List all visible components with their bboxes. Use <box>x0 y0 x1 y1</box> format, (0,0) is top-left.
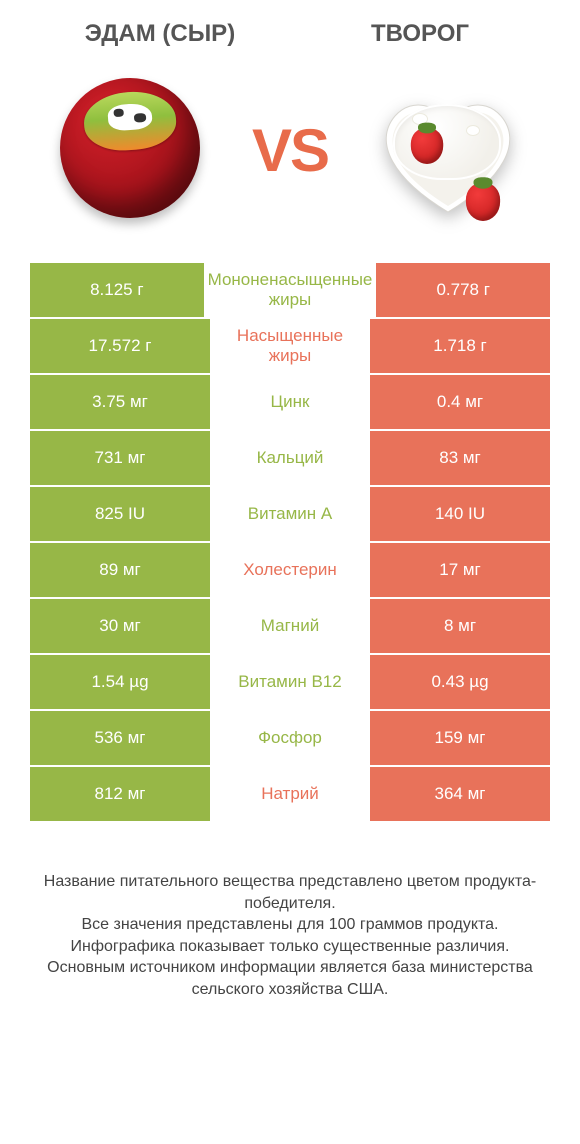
left-value-cell: 30 мг <box>30 599 210 653</box>
left-food-title: ЭДАМ (СЫР) <box>30 20 290 48</box>
nutrient-row: 731 мгКальций83 мг <box>30 431 550 485</box>
left-value-cell: 8.125 г <box>30 263 204 317</box>
right-value-cell: 0.43 µg <box>370 655 550 709</box>
nutrient-label: Кальций <box>210 431 370 485</box>
right-food-title: ТВОРОГ <box>290 20 550 48</box>
right-value-cell: 159 мг <box>370 711 550 765</box>
images-row: VS <box>30 68 550 233</box>
left-value-cell: 812 мг <box>30 767 210 821</box>
nutrient-row: 825 IUВитамин A140 IU <box>30 487 550 541</box>
infographic-container: ЭДАМ (СЫР) ТВОРОГ VS <box>0 0 580 1021</box>
nutrient-row: 17.572 гНасыщенные жиры1.718 г <box>30 319 550 373</box>
right-value-cell: 140 IU <box>370 487 550 541</box>
nutrient-row: 536 мгФосфор159 мг <box>30 711 550 765</box>
nutrient-label: Витамин A <box>210 487 370 541</box>
nutrient-row: 1.54 µgВитамин B120.43 µg <box>30 655 550 709</box>
left-value-cell: 825 IU <box>30 487 210 541</box>
nutrient-row: 89 мгХолестерин17 мг <box>30 543 550 597</box>
nutrient-row: 3.75 мгЦинк0.4 мг <box>30 375 550 429</box>
left-value-cell: 536 мг <box>30 711 210 765</box>
header-row: ЭДАМ (СЫР) ТВОРОГ <box>30 20 550 48</box>
footer-text: Название питательного вещества представл… <box>30 871 550 1001</box>
left-value-cell: 3.75 мг <box>30 375 210 429</box>
right-value-cell: 1.718 г <box>370 319 550 373</box>
left-value-cell: 17.572 г <box>30 319 210 373</box>
nutrient-label: Магний <box>210 599 370 653</box>
nutrient-row: 812 мгНатрий364 мг <box>30 767 550 821</box>
nutrient-label: Насыщенные жиры <box>210 319 370 373</box>
left-value-cell: 731 мг <box>30 431 210 485</box>
nutrient-label: Цинк <box>210 375 370 429</box>
right-value-cell: 0.778 г <box>376 263 550 317</box>
nutrient-label: Фосфор <box>210 711 370 765</box>
right-value-cell: 0.4 мг <box>370 375 550 429</box>
vs-label: VS <box>252 116 328 185</box>
nutrient-label: Натрий <box>210 767 370 821</box>
left-value-cell: 1.54 µg <box>30 655 210 709</box>
right-value-cell: 83 мг <box>370 431 550 485</box>
nutrient-row: 30 мгМагний8 мг <box>30 599 550 653</box>
nutrient-row: 8.125 гМононенасыщенные жиры0.778 г <box>30 263 550 317</box>
left-value-cell: 89 мг <box>30 543 210 597</box>
right-value-cell: 364 мг <box>370 767 550 821</box>
right-value-cell: 8 мг <box>370 599 550 653</box>
left-food-image <box>50 68 215 233</box>
nutrient-label: Холестерин <box>210 543 370 597</box>
right-value-cell: 17 мг <box>370 543 550 597</box>
nutrient-table: 8.125 гМононенасыщенные жиры0.778 г17.57… <box>30 263 550 821</box>
nutrient-label: Витамин B12 <box>210 655 370 709</box>
right-food-image <box>365 68 530 233</box>
nutrient-label: Мононенасыщенные жиры <box>204 263 377 317</box>
